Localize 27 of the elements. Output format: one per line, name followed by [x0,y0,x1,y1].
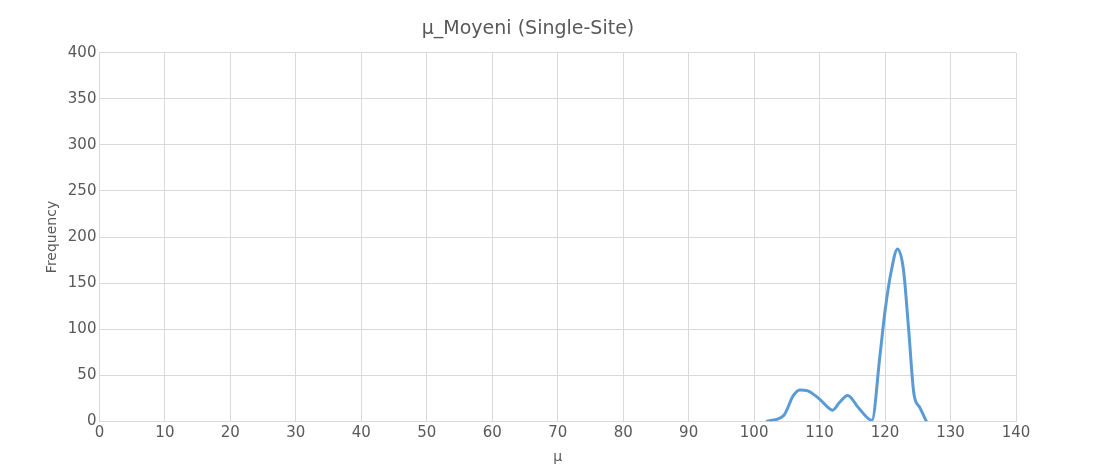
y-tick-label: 250 [67,180,97,199]
x-tick-label: 70 [548,423,568,442]
x-tick-label: 60 [482,423,502,442]
x-tick-label: 80 [613,423,633,442]
y-tick-label: 300 [67,134,97,153]
x-tick-label: 100 [739,423,769,442]
x-tick-label: 110 [805,423,834,442]
y-tick-label: 100 [67,318,97,337]
chart-title: μ_Moyeni (Single-Site) [421,16,635,40]
x-tick-label: 140 [1001,423,1031,442]
y-tick-label: 400 [67,42,97,61]
x-tick-label: 90 [679,423,699,442]
x-tick-label: 10 [155,423,175,442]
x-tick-label: 30 [286,423,306,442]
line-series [765,247,928,422]
y-tick-label: 50 [77,365,97,384]
x-tick-label: 120 [870,423,900,442]
y-tick-label: 150 [67,272,97,291]
x-tick-label: 50 [417,423,437,442]
x-tick-label: 40 [351,423,371,442]
x-tick-label: 130 [936,423,965,442]
y-tick-label: 200 [67,226,97,245]
y-axis-title: Frequency [43,200,60,274]
x-axis-title: μ [553,448,563,465]
y-tick-label: 350 [67,88,97,107]
y-tick-label: 0 [86,411,97,430]
x-tick-label: 20 [220,423,240,442]
